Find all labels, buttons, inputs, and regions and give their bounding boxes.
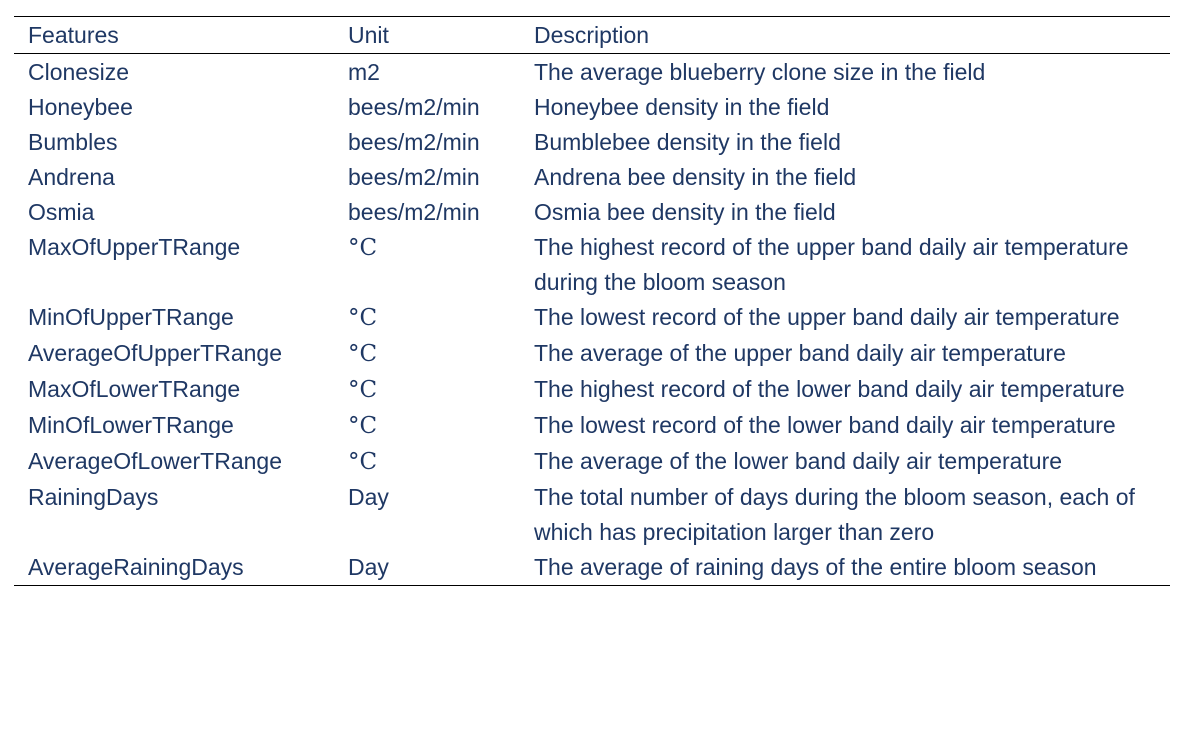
feature-cell: AverageRainingDays — [28, 554, 244, 580]
table-row: AverageOfLowerTRange °C The average of t… — [14, 444, 1170, 480]
unit-cell: °C — [334, 372, 520, 408]
header-features: Features — [28, 22, 119, 48]
unit-cell: °C — [334, 230, 520, 300]
description-cell: Bumblebee density in the field — [534, 129, 841, 155]
table-row: AverageRainingDays Day The average of ra… — [14, 550, 1170, 586]
feature-cell: MaxOfUpperTRange — [28, 234, 241, 260]
unit-cell: bees/m2/min — [348, 164, 480, 190]
feature-cell: RainingDays — [28, 484, 159, 510]
unit-cell: °C — [334, 408, 520, 444]
feature-cell: MinOfUpperTRange — [28, 304, 234, 330]
table-row: Honeybee bees/m2/min Honeybee density in… — [14, 90, 1170, 125]
description-cell: Honeybee density in the field — [534, 94, 830, 120]
feature-cell: Andrena — [28, 164, 115, 190]
unit-cell: bees/m2/min — [348, 199, 480, 225]
description-cell: Andrena bee density in the field — [534, 164, 857, 190]
feature-cell: MaxOfLowerTRange — [28, 376, 241, 402]
header-row: Features Unit Description — [14, 16, 1170, 54]
description-cell: The total number of days during the bloo… — [534, 484, 1135, 545]
header-unit: Unit — [348, 22, 389, 48]
unit-text: °C — [348, 235, 378, 261]
description-cell: The lowest record of the lower band dail… — [534, 412, 1116, 438]
table-body: Clonesize m2 The average blueberry clone… — [14, 54, 1170, 586]
feature-cell: Honeybee — [28, 94, 133, 120]
feature-table-container: Features Unit Description Clonesize m2 T… — [14, 16, 1170, 586]
feature-table: Features Unit Description Clonesize m2 T… — [14, 16, 1170, 586]
description-cell: The lowest record of the upper band dail… — [534, 304, 1120, 330]
table-row: Osmia bees/m2/min Osmia bee density in t… — [14, 195, 1170, 230]
description-cell: The average of the lower band daily air … — [534, 448, 1063, 474]
table-row: Clonesize m2 The average blueberry clone… — [14, 54, 1170, 91]
header-description: Description — [534, 22, 650, 48]
feature-cell: AverageOfLowerTRange — [28, 448, 282, 474]
description-cell: The average of the upper band daily air … — [534, 340, 1066, 366]
table-row: MaxOfUpperTRange °C The highest record o… — [14, 230, 1170, 300]
feature-cell: Osmia — [28, 199, 95, 225]
unit-cell: °C — [334, 300, 520, 336]
description-cell: The highest record of the lower band dai… — [534, 376, 1125, 402]
unit-text: °C — [348, 305, 378, 331]
table-row: RainingDays Day The total number of days… — [14, 480, 1170, 550]
description-cell: The average of raining days of the entir… — [534, 554, 1097, 580]
unit-text: °C — [348, 449, 378, 475]
table-row: Bumbles bees/m2/min Bumblebee density in… — [14, 125, 1170, 160]
table-header: Features Unit Description — [14, 16, 1170, 54]
table-row: AverageOfUpperTRange °C The average of t… — [14, 336, 1170, 372]
unit-text: °C — [348, 377, 378, 403]
unit-text: °C — [348, 413, 378, 439]
table-row: Andrena bees/m2/min Andrena bee density … — [14, 160, 1170, 195]
description-cell: The average blueberry clone size in the … — [534, 59, 986, 85]
unit-cell: Day — [348, 554, 389, 580]
feature-cell: AverageOfUpperTRange — [28, 340, 282, 366]
unit-cell: bees/m2/min — [348, 129, 480, 155]
unit-cell: Day — [348, 484, 389, 510]
unit-text: °C — [348, 341, 378, 367]
feature-cell: MinOfLowerTRange — [28, 412, 234, 438]
table-row: MinOfUpperTRange °C The lowest record of… — [14, 300, 1170, 336]
description-cell: Osmia bee density in the field — [534, 199, 836, 225]
unit-cell: °C — [334, 336, 520, 372]
table-row: MaxOfLowerTRange °C The highest record o… — [14, 372, 1170, 408]
unit-cell: m2 — [348, 59, 380, 85]
unit-cell: °C — [334, 444, 520, 480]
unit-cell: bees/m2/min — [348, 94, 480, 120]
feature-cell: Clonesize — [28, 59, 129, 85]
table-row: MinOfLowerTRange °C The lowest record of… — [14, 408, 1170, 444]
description-cell: The highest record of the upper band dai… — [534, 234, 1129, 295]
feature-cell: Bumbles — [28, 129, 118, 155]
